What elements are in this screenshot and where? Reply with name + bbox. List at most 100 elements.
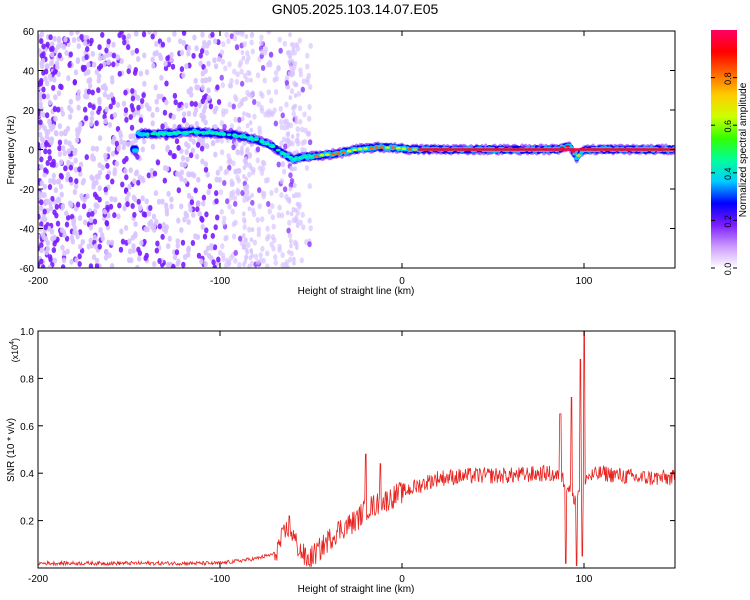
spectrogram-speckle	[189, 91, 194, 98]
spectrogram-speckle	[234, 78, 240, 85]
spectrogram-speckle	[230, 180, 235, 187]
spectrogram-speckle	[39, 180, 45, 187]
spectrogram-speckle	[228, 82, 234, 89]
spectrogram-speckle	[204, 211, 209, 218]
spectrogram-speckle	[289, 238, 293, 244]
spectrogram-speckle	[216, 98, 222, 105]
spectrogram-speckle	[101, 54, 107, 61]
spectrogram-speckle	[266, 200, 271, 207]
spectrogram-speckle	[62, 150, 67, 157]
spectrogram-speckle	[102, 61, 107, 68]
spectrogram-speckle	[41, 86, 46, 93]
spectrogram-speckle	[278, 105, 283, 112]
spectrogram-speckle	[218, 165, 223, 172]
spectrogram-speckle	[277, 243, 282, 250]
spectrogram-speckle	[146, 210, 152, 217]
spectrogram-speckle	[69, 31, 74, 37]
spectrogram-speckle	[305, 63, 310, 70]
spectrogram-ridge-core	[259, 140, 265, 144]
spectrogram-speckle	[265, 250, 270, 257]
spectrogram-speckle	[240, 50, 245, 56]
spectrogram-speckle	[236, 177, 241, 184]
spectrogram-speckle	[302, 111, 307, 118]
spectrogram-ridge-core	[193, 130, 199, 134]
spectrogram-speckle	[41, 111, 46, 118]
spectrogram-speckle	[262, 77, 267, 84]
spectrogram-speckle	[39, 205, 44, 212]
spectrogram-ridge-core	[406, 148, 412, 151]
spectrogram-speckle	[202, 233, 208, 240]
spectrogram-speckle	[52, 234, 57, 241]
spectrogram-speckle	[138, 70, 144, 77]
spectrogram-speckle	[43, 141, 49, 148]
spectrogram-speckle	[165, 55, 170, 62]
spectrogram-speckle	[90, 145, 96, 152]
spectrogram-ridge-core	[161, 132, 166, 135]
spectrogram-speckle	[181, 72, 186, 79]
spectrogram-speckle	[245, 250, 249, 256]
spectrogram-speckle	[116, 145, 121, 152]
spectrogram-ridge-core	[183, 130, 188, 134]
spectrogram-speckle	[84, 54, 89, 61]
spectrogram-speckle	[181, 261, 186, 268]
spectrogram-speckle	[143, 226, 148, 233]
spectrogram-speckle	[97, 44, 102, 51]
spectrogram-speckle	[296, 140, 301, 147]
spectrogram-speckle	[213, 224, 218, 231]
spectrogram-speckle	[223, 235, 228, 242]
spectrogram-speckle	[104, 106, 109, 113]
spectrogram-speckle	[190, 239, 196, 246]
spectrogram-speckle	[268, 51, 274, 58]
spectrogram-speckle	[232, 195, 238, 202]
spectrogram-speckle	[49, 60, 55, 67]
spectrogram-speckle	[150, 112, 155, 119]
spectrogram-speckle	[247, 226, 252, 233]
spectrogram-speckle	[121, 100, 127, 107]
spectrogram-speckle	[97, 55, 103, 62]
spectrogram-speckle	[150, 33, 155, 40]
spectrogram-speckle	[175, 170, 180, 177]
spectrogram-speckle	[257, 165, 263, 172]
spectrogram-speckle	[119, 138, 124, 145]
spectrogram-speckle	[88, 120, 94, 127]
spectrogram-speckle	[66, 148, 71, 155]
spectrogram-speckle	[76, 89, 81, 96]
spectrogram-speckle	[250, 207, 256, 214]
spectrogram-speckle	[248, 120, 253, 126]
spectrogram-speckle	[224, 31, 229, 38]
spectrogram-speckle	[86, 68, 91, 75]
spectrogram-speckle	[105, 173, 110, 180]
spectrogram-speckle	[297, 105, 303, 112]
spectrogram-speckle	[234, 96, 239, 103]
spectrogram-speckle	[208, 103, 214, 110]
spectrogram-speckle	[90, 89, 95, 96]
spectrogram-speckle	[154, 40, 159, 47]
colorbar-tick-label: 0.4	[723, 168, 733, 181]
spectrogram-speckle	[227, 61, 232, 68]
spectrogram-speckle	[54, 203, 60, 210]
spectrogram-speckle	[65, 248, 70, 255]
spectrogram-speckle	[54, 212, 59, 219]
spectrogram-speckle	[57, 139, 63, 146]
spectrogram-speckle	[279, 212, 285, 219]
spectrogram-speckle	[39, 247, 45, 254]
spectrogram-speckle	[76, 43, 81, 50]
spectrogram-speckle	[231, 189, 236, 196]
spectrogram-speckle	[59, 42, 64, 49]
spectrogram-speckle	[117, 32, 122, 39]
spectrogram-speckle	[272, 76, 277, 83]
spectrogram-speckle	[203, 77, 209, 84]
spectrogram-speckle	[241, 233, 246, 239]
spectrogram-speckle	[137, 255, 142, 262]
spectrogram-speckle	[221, 219, 227, 226]
spectrogram-speckle	[147, 105, 152, 112]
spectrogram-speckle	[289, 165, 294, 171]
spectrogram-speckle	[150, 143, 156, 150]
spectrogram-ridge-core	[237, 134, 243, 138]
spectrogram-speckle	[273, 88, 279, 95]
spectrogram-ridge-core	[177, 131, 183, 134]
spectrogram-speckle	[181, 111, 187, 118]
spectrogram-speckle	[78, 161, 84, 168]
spectrogram-speckle	[41, 51, 46, 58]
